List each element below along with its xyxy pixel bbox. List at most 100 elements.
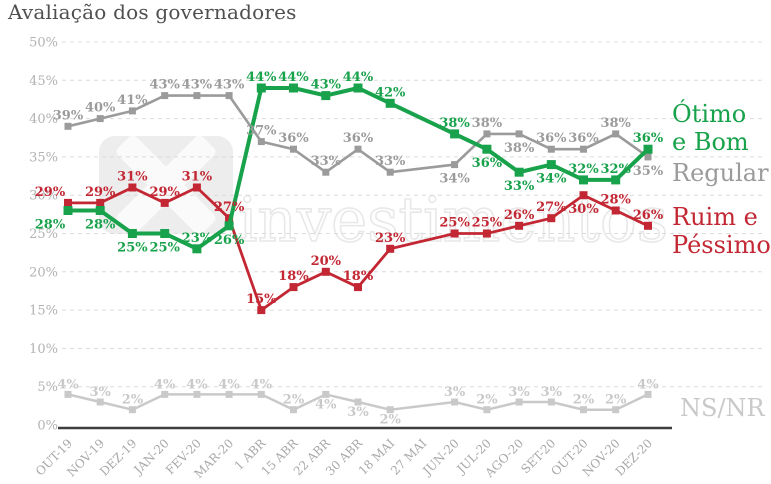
data-point-regular (290, 145, 297, 153)
data-label-regular: 43% (214, 78, 245, 93)
y-tick-label: 40% (29, 112, 58, 127)
data-point-otimo-e-bom (160, 229, 170, 238)
data-label-ruim-e-pessimo: 31% (117, 170, 148, 185)
data-label-regular: 33% (311, 154, 342, 169)
data-point-ns-nr (354, 398, 362, 406)
y-tick-label: 45% (29, 74, 58, 89)
data-label-regular: 36% (568, 131, 599, 146)
data-point-ruim-e-pessimo (515, 221, 524, 230)
data-point-regular (161, 92, 169, 100)
data-point-otimo-e-bom (450, 129, 460, 139)
data-label-ruim-e-pessimo: 23% (375, 231, 406, 246)
data-point-ruim-e-pessimo (160, 198, 169, 207)
legend-label-line: Ruim e (672, 203, 758, 231)
data-point-ns-nr (193, 390, 201, 398)
y-tick-label: 25% (29, 227, 58, 242)
data-label-ruim-e-pessimo: 29% (149, 185, 180, 200)
data-label-ruim-e-pessimo: 28% (600, 193, 631, 208)
data-point-regular (128, 107, 136, 115)
data-point-ns-nr (64, 390, 72, 398)
data-label-ns-nr: 4% (251, 377, 273, 392)
x-tick-label: JAN-20 (130, 436, 172, 478)
data-point-ruim-e-pessimo (386, 244, 395, 253)
data-label-regular: 43% (182, 78, 213, 93)
series-line-ruim-e-pessimo (68, 185, 649, 313)
data-point-otimo-e-bom (385, 98, 395, 108)
data-label-ns-nr: 3% (347, 405, 369, 420)
watermark: investimentos (99, 135, 669, 257)
data-label-ruim-e-pessimo: 31% (182, 170, 213, 185)
data-point-otimo-e-bom (63, 206, 73, 215)
data-label-ns-nr: 3% (508, 385, 530, 400)
data-point-otimo-e-bom (353, 83, 363, 93)
data-label-otimo-e-bom: 44% (343, 70, 374, 85)
legend-label-line: e Bom (672, 128, 749, 156)
data-label-ruim-e-pessimo: 26% (504, 208, 535, 223)
data-label-regular: 36% (278, 131, 309, 146)
data-point-ns-nr (580, 406, 587, 414)
data-point-regular (322, 168, 330, 176)
y-tick-label: 10% (29, 342, 58, 357)
data-point-ruim-e-pessimo (257, 306, 266, 315)
data-point-ruim-e-pessimo (354, 283, 362, 292)
data-point-otimo-e-bom (192, 244, 202, 254)
data-point-regular (64, 122, 72, 130)
data-label-regular: 38% (600, 116, 631, 131)
data-label-regular: 33% (375, 154, 406, 169)
y-tick-label: 5% (37, 380, 58, 395)
data-point-ns-nr (322, 390, 330, 398)
data-point-regular (612, 130, 620, 138)
data-point-ruim-e-pessimo (644, 221, 652, 230)
data-label-otimo-e-bom: 25% (149, 241, 180, 256)
data-point-regular (580, 145, 587, 153)
legend-item-ruim-e-pessimo: Ruim e Péssimo (672, 203, 771, 259)
data-label-ns-nr: 3% (541, 385, 563, 400)
data-label-otimo-e-bom: 28% (35, 218, 66, 233)
data-point-regular (225, 92, 233, 100)
data-label-ruim-e-pessimo: 27% (536, 200, 567, 215)
data-label-ns-nr: 2% (379, 413, 401, 428)
data-label-ruim-e-pessimo: 29% (35, 185, 66, 200)
data-label-ns-nr: 4% (154, 377, 176, 392)
data-label-ns-nr: 2% (605, 393, 627, 408)
legend-label-line: Ótimo (672, 100, 747, 128)
data-point-otimo-e-bom (611, 175, 621, 185)
data-point-otimo-e-bom (224, 221, 234, 231)
data-label-ns-nr: 2% (476, 393, 498, 408)
data-point-otimo-e-bom (95, 206, 105, 215)
data-label-otimo-e-bom: 44% (246, 70, 277, 85)
data-point-regular (193, 92, 201, 100)
data-point-ruim-e-pessimo (64, 198, 72, 207)
data-label-regular: 38% (472, 116, 503, 131)
data-label-otimo-e-bom: 32% (568, 162, 599, 177)
data-label-otimo-e-bom: 26% (214, 233, 245, 248)
data-point-ns-nr (257, 390, 265, 398)
data-point-otimo-e-bom (289, 83, 298, 93)
data-label-ruim-e-pessimo: 26% (633, 208, 664, 223)
y-tick-label: 30% (29, 189, 58, 204)
y-tick-label: 20% (29, 265, 58, 280)
data-point-ns-nr (515, 398, 523, 406)
data-point-ruim-e-pessimo (450, 229, 459, 238)
data-point-ruim-e-pessimo (482, 229, 491, 238)
data-point-ruim-e-pessimo (547, 214, 556, 223)
data-point-ns-nr (612, 406, 620, 414)
chart-title: Avaliação dos governadores (8, 0, 297, 24)
data-point-ns-nr (386, 406, 394, 414)
data-label-otimo-e-bom: 36% (472, 156, 503, 171)
data-label-ns-nr: 2% (573, 393, 595, 408)
y-tick-label: 50% (29, 36, 58, 51)
data-label-ruim-e-pessimo: 25% (472, 216, 503, 231)
data-label-ns-nr: 4% (315, 397, 337, 412)
data-point-otimo-e-bom (321, 91, 331, 101)
data-label-otimo-e-bom: 25% (117, 241, 148, 256)
data-point-ns-nr (451, 398, 459, 406)
y-tick-label: 0% (37, 419, 58, 434)
watermark-logo-x (116, 135, 216, 235)
data-label-regular: 39% (53, 108, 84, 123)
series-line-ns-nr (67, 393, 649, 412)
data-point-ns-nr (644, 390, 652, 398)
data-label-otimo-e-bom: 36% (633, 131, 664, 146)
data-point-ns-nr (96, 398, 104, 406)
